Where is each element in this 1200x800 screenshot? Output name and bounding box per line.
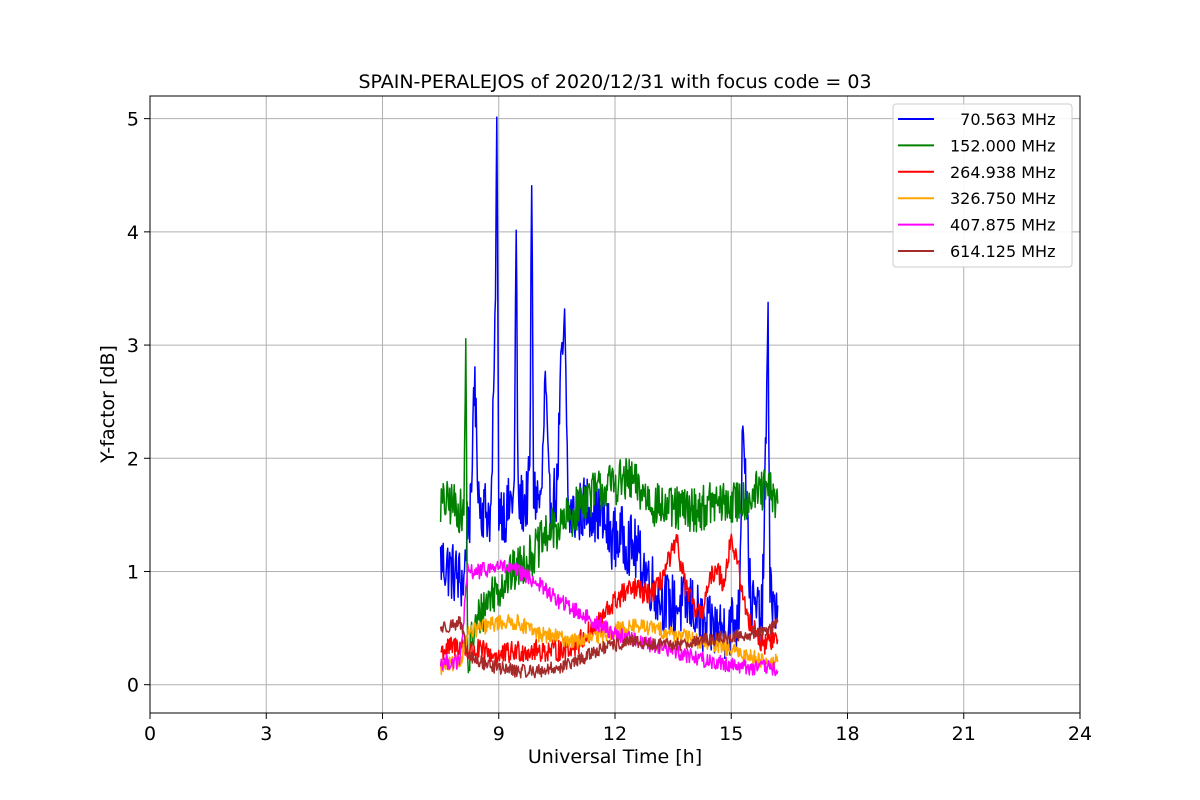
x-tick-label: 0 bbox=[144, 723, 156, 745]
y-tick-label: 1 bbox=[127, 561, 139, 583]
legend-entry: 70.563 MHz bbox=[950, 110, 1055, 129]
x-tick-label: 15 bbox=[719, 723, 743, 745]
x-tick-label: 6 bbox=[376, 723, 388, 745]
legend-entry: 614.125 MHz bbox=[950, 242, 1055, 261]
series-line bbox=[439, 616, 779, 679]
legend-box bbox=[892, 103, 1073, 268]
x-tick-label: 12 bbox=[603, 723, 627, 745]
y-tick-label: 2 bbox=[127, 448, 139, 470]
series-line bbox=[439, 337, 779, 674]
y-axis-label: Y-factor [dB] bbox=[97, 345, 119, 464]
x-tick-label: 9 bbox=[493, 723, 505, 745]
series-line bbox=[439, 116, 779, 660]
series-layer bbox=[439, 116, 779, 679]
legend-entry: 407.875 MHz bbox=[950, 216, 1055, 235]
y-tick-label: 5 bbox=[127, 109, 139, 131]
y-tick-label: 4 bbox=[127, 222, 139, 244]
series-line bbox=[439, 559, 779, 677]
legend-entry: 264.938 MHz bbox=[950, 163, 1055, 182]
legend-entry: 152.000 MHz bbox=[950, 136, 1055, 155]
legend-entry: 326.750 MHz bbox=[950, 189, 1055, 208]
legend: 70.563 MHz 152.000 MHz 264.938 MHz 326.750 … bbox=[892, 103, 1073, 268]
x-axis-label: Universal Time [h] bbox=[528, 746, 702, 768]
x-tick-label: 24 bbox=[1068, 723, 1092, 745]
x-tick-label: 3 bbox=[260, 723, 272, 745]
x-tick-label: 21 bbox=[952, 723, 976, 745]
y-tick-label: 0 bbox=[127, 675, 139, 697]
chart-title: SPAIN-PERALEJOS of 2020/12/31 with focus… bbox=[358, 71, 871, 93]
grid bbox=[149, 96, 1081, 713]
y-tick-label: 3 bbox=[127, 335, 139, 357]
x-tick-label: 18 bbox=[835, 723, 859, 745]
